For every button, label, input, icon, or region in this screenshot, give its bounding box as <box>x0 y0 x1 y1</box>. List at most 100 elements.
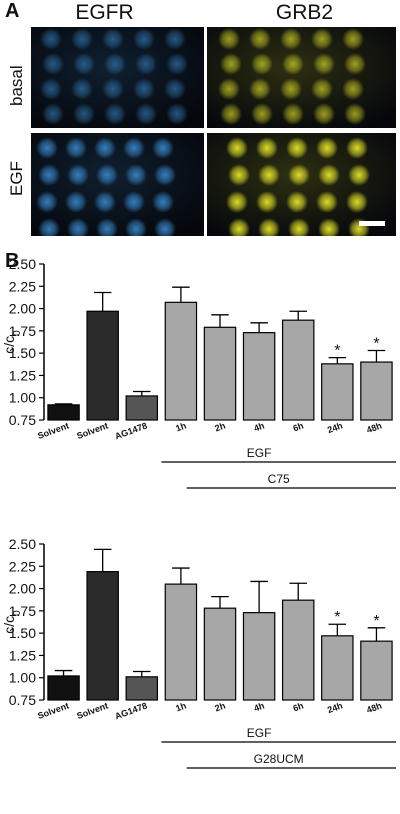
bar <box>203 326 237 421</box>
fluorescence-spot <box>220 53 242 75</box>
fluorescence-spot <box>42 103 64 125</box>
fluorescence-spot <box>104 53 126 75</box>
y-axis-label: c/c0 <box>1 330 23 354</box>
fluorescence-spot <box>94 137 116 159</box>
group-label: EGF <box>247 726 272 740</box>
bar <box>360 361 393 421</box>
fluorescence-spot <box>67 164 89 186</box>
group-label: C75 <box>268 472 290 486</box>
spot-grid <box>207 133 396 236</box>
y-tick-label: 1.25 <box>9 647 36 663</box>
egfr-column-title: EGFR <box>75 1 134 24</box>
y-tick-label: 1.25 <box>9 367 36 383</box>
y-tick-label: 2.00 <box>9 301 36 317</box>
fluorescence-spot <box>286 191 308 213</box>
fluorescence-spot <box>154 218 176 236</box>
y-tick-label: 1.00 <box>9 390 36 406</box>
y-tick-label: 1.75 <box>9 323 36 339</box>
fluorescence-spot <box>346 191 368 213</box>
grb2-column-title: GRB2 <box>275 1 334 24</box>
category-label: Solvent <box>75 700 109 721</box>
fluorescence-spot <box>152 137 174 159</box>
fluorescence-spot <box>38 164 60 186</box>
significance-marker: * <box>334 343 340 360</box>
y-tick-label: 0.75 <box>9 692 36 708</box>
fluorescence-spot <box>316 191 338 213</box>
category-label: 4h <box>252 700 265 713</box>
fluorescence-spot <box>104 103 126 125</box>
group-label: G28UCM <box>254 752 304 766</box>
y-tick-label: 2.00 <box>9 581 36 597</box>
fluorescence-spot <box>71 78 93 100</box>
fluorescence-spot <box>251 103 273 125</box>
spot-grid <box>207 27 396 128</box>
fluorescence-spot <box>311 78 333 100</box>
bar <box>125 676 159 701</box>
fluorescence-spot <box>258 164 280 186</box>
fluorescence-spot <box>164 78 186 100</box>
bar <box>47 404 80 421</box>
bar <box>86 571 119 701</box>
fluorescence-spot <box>102 28 124 50</box>
fluorescence-spot <box>288 164 310 186</box>
fluorescence-spot <box>40 78 62 100</box>
fluorescence-spot <box>280 78 302 100</box>
fluorescence-spot <box>249 28 271 50</box>
fluorescence-spot <box>65 191 87 213</box>
fluorescence-spot <box>164 28 186 50</box>
fluorescence-spot <box>344 53 366 75</box>
fluorescence-spot <box>313 103 335 125</box>
bar <box>86 310 119 421</box>
fluorescence-spot <box>73 103 95 125</box>
bar <box>360 640 393 701</box>
fluorescence-spot <box>251 53 273 75</box>
fluorescence-spot <box>135 103 157 125</box>
fluorescence-spot <box>226 137 248 159</box>
fluorescence-spot <box>152 191 174 213</box>
category-label: 6h <box>292 700 305 713</box>
fluorescence-spot <box>135 53 157 75</box>
category-label: Solvent <box>36 420 70 441</box>
bar <box>321 635 354 701</box>
fluorescence-spot <box>311 28 333 50</box>
panel-b-letter: B <box>5 250 20 272</box>
fluorescence-spot <box>318 164 340 186</box>
fluorescence-spot <box>96 164 118 186</box>
fluorescence-spot <box>36 191 58 213</box>
category-label: Solvent <box>75 420 109 441</box>
significance-marker: * <box>373 335 379 352</box>
category-label: 48h <box>365 420 383 435</box>
category-label: 4h <box>252 420 265 433</box>
fluorescence-spot <box>67 218 89 236</box>
bar <box>125 395 159 421</box>
category-label: Solvent <box>36 700 70 721</box>
fluorescence-spot <box>313 53 335 75</box>
y-tick-label: 0.75 <box>9 412 36 428</box>
fluorescence-spot <box>258 218 280 236</box>
significance-marker: * <box>334 609 340 626</box>
bar <box>242 332 276 421</box>
fluorescence-spot <box>282 103 304 125</box>
fluorescence-spot <box>71 28 93 50</box>
y-tick-label: 2.25 <box>9 278 36 294</box>
category-label: 24h <box>326 420 344 435</box>
basal-row-label: basal <box>7 65 26 106</box>
fluorescence-spot <box>220 103 242 125</box>
fluorescence-spot <box>125 164 147 186</box>
chart-svg-c75: 0.75 1.00 1.25 1.50 1.75 2.00 2.25 2.50 c/c0 Solv… <box>1 256 396 489</box>
category-label: 48h <box>365 700 383 715</box>
fluorescence-spot <box>282 53 304 75</box>
fluorescence-spot <box>218 78 240 100</box>
fluorescence-spot <box>346 137 368 159</box>
bar <box>281 599 315 701</box>
micrograph-egfr-egf <box>31 133 204 236</box>
fluorescence-spot <box>226 191 248 213</box>
bar <box>321 363 354 421</box>
fluorescence-spot <box>249 78 271 100</box>
micrograph-egfr-basal <box>31 27 204 128</box>
fluorescence-spot <box>228 218 250 236</box>
bar-chart-c75: 0.75 1.00 1.25 1.50 1.75 2.00 2.25 2.50 c/c0 Solv… <box>0 250 400 530</box>
y-tick-label: 2.50 <box>9 256 36 272</box>
fluorescence-spot <box>102 78 124 100</box>
fluorescence-spot <box>123 137 145 159</box>
